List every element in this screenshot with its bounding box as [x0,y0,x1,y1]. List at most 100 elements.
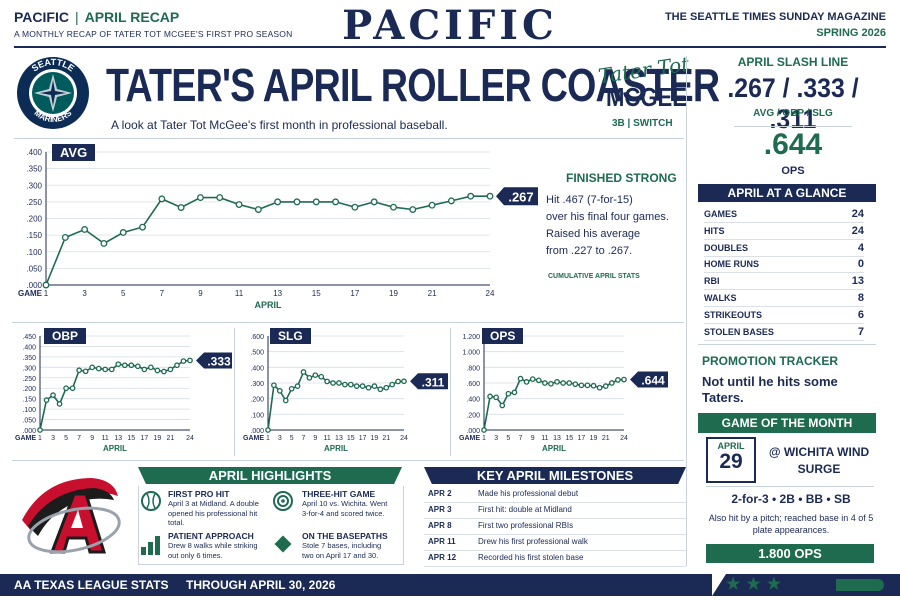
x-tick-label: 24 [620,435,628,442]
data-point [511,389,518,396]
x-tick-label: 19 [389,289,398,298]
callout-title-text: FINISHED STRONG [566,171,677,185]
slg-chart-tag: SLG [270,328,311,344]
data-point [395,378,401,385]
tagline: A MONTHLY RECAP OF TATER TOT MCGEE'S FIR… [14,29,293,39]
callout-title: FINISHED STRONG [566,171,677,185]
glance-row: HITS 24 [704,223,864,240]
glance-row: HOME RUNS 0 [704,256,864,274]
callout-line: Raised his average [546,228,641,240]
data-point [517,375,524,382]
highlights-title: APRIL HIGHLIGHTS [138,467,402,484]
data-point [139,223,146,231]
y-tick-label: 1.000 [462,350,480,357]
highlight-text: Stole 7 bases, including two on April 17… [302,541,382,560]
x-tick-label: 5 [121,289,126,298]
target-icon [272,490,294,517]
data-point [37,427,43,433]
promotion-text: Not until he hits some Taters. [702,374,838,405]
data-point [505,390,512,397]
x-tick-label: 24 [400,435,408,442]
data-point [590,382,597,389]
series-line [45,195,490,286]
x-tick-label: 24 [486,289,495,298]
data-point [347,381,354,388]
chart-divider [234,328,235,456]
milestone-row: APR 3 First hit: double at Midland [424,502,686,519]
x-tick-label: 3 [494,435,498,442]
x-tick-label: 5 [506,435,510,442]
x-tick-label: 11 [235,289,244,298]
data-point [119,229,127,236]
y-tick-label: .250 [26,198,42,207]
data-point [596,384,603,391]
glance-row: GAMES 24 [704,206,864,223]
x-tick-label: 1 [266,435,270,442]
header-divider: | [74,9,79,25]
x-tick-label: 17 [359,435,367,442]
x-tick-label: 11 [541,435,548,442]
data-point [61,234,69,241]
data-point [128,362,135,369]
data-point [216,194,224,202]
end-label: .644 [641,374,665,388]
x-tick-label: 13 [273,289,282,298]
glance-label: GAMES [704,209,738,219]
data-point [566,380,573,386]
x-tick-label: 19 [371,435,379,442]
glance-value: 24 [851,208,864,220]
data-point [89,364,96,371]
glance-value: 7 [857,325,864,338]
data-point [447,197,455,205]
y-tick-label: .150 [26,231,42,240]
game-note: Also hit by a pitch; reached base in 4 o… [708,513,874,535]
x-tick-label: 13 [335,435,343,442]
game-opponent: @ WICHITA WIND SURGE [768,445,870,476]
milestone-date: APR 11 [428,537,456,546]
glance-rule [698,344,876,345]
milestone-text: Drew his first professional walk [478,537,588,546]
data-point [108,366,115,373]
milestone-row: APR 12 Recorded his first stolen base [424,550,686,567]
footer-wedge [712,574,726,596]
chart-rule [12,460,684,461]
game-rule [706,486,874,487]
data-point [324,378,330,385]
y-tick-label: .600 [250,334,264,341]
highlight-text: April 10 vs. Wichita. Went 3-for-4 and s… [302,499,388,518]
data-point [342,381,348,388]
data-point [377,386,384,393]
data-point [148,364,154,371]
ops-value: .644 [763,128,823,161]
data-point [50,392,56,398]
data-point [554,378,560,385]
data-point [390,203,397,211]
callout-line: over his final four games. [546,211,669,223]
data-point [43,397,50,403]
data-point [288,385,295,392]
data-point [102,366,109,373]
x-tick-label: 7 [77,435,81,442]
glance-label: STRIKEOUTS [704,309,763,320]
data-point [63,385,69,392]
player-position: 3B | SWITCH [612,118,673,129]
data-point [312,198,320,206]
highlight-text: Drew 8 walks while striking out only 6 t… [168,541,258,560]
data-point [265,427,271,433]
data-point [294,383,301,389]
x-tick-label: 13 [553,435,561,442]
y-tick-label: .200 [26,215,42,224]
glance-label: HOME RUNS [704,259,760,270]
end-label: .267 [508,190,533,205]
milestone-text: First two professional RBIs [478,521,574,530]
data-point [602,383,609,389]
y-tick-label: .150 [22,397,36,404]
highlights-panel [138,486,404,565]
glance-row: WALKS 8 [704,290,864,307]
data-point [542,380,548,386]
data-point [282,397,289,404]
data-point [615,377,621,383]
y-tick-label: .400 [22,344,36,351]
y-tick-label: .050 [26,264,42,273]
